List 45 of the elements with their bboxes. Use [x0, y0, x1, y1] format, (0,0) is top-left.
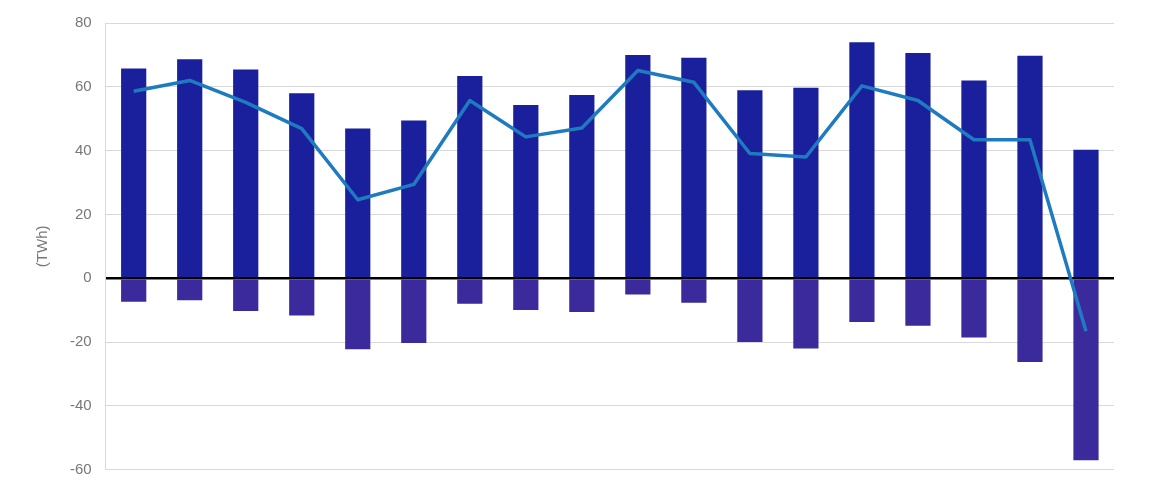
bar: [905, 279, 931, 326]
bar: [961, 279, 987, 338]
bar: [1073, 149, 1099, 277]
bar: [457, 75, 483, 277]
bar: [849, 279, 875, 322]
bar: [793, 87, 819, 277]
bar: [737, 90, 763, 277]
bar: [793, 279, 819, 349]
bar: [849, 42, 875, 277]
bar: [1073, 279, 1099, 461]
y-tick-label: 20: [74, 204, 92, 222]
bar: [1017, 279, 1043, 363]
bar: [513, 279, 539, 311]
bar: [513, 104, 539, 277]
bar: [681, 57, 707, 277]
bar: [1017, 55, 1043, 277]
y-tick-label: 40: [74, 140, 92, 158]
y-axis-title: (TWh): [33, 225, 51, 268]
bar: [737, 279, 763, 342]
bar: [569, 279, 595, 313]
bar: [177, 279, 203, 301]
y-tick-label: -20: [69, 332, 92, 350]
bar: [233, 69, 259, 277]
y-tick-label: -40: [69, 395, 92, 413]
bar: [625, 54, 651, 277]
y-tick-label: 0: [83, 268, 92, 286]
bar: [289, 93, 315, 277]
bar: [345, 128, 371, 277]
bar: [457, 279, 483, 304]
bar: [625, 279, 651, 295]
bar: [121, 68, 147, 277]
bar: [905, 52, 931, 277]
y-tick-label: 80: [74, 13, 92, 31]
bar: [961, 80, 987, 277]
bar: [289, 279, 315, 316]
y-tick-label: 60: [74, 76, 92, 94]
bar: [177, 59, 203, 277]
bar: [401, 279, 427, 343]
y-tick-label: -60: [69, 459, 92, 477]
bar: [233, 279, 259, 312]
bar: [345, 279, 371, 350]
bar: [681, 279, 707, 303]
bar: [569, 95, 595, 277]
bar: [121, 279, 147, 302]
bar: [401, 120, 427, 277]
